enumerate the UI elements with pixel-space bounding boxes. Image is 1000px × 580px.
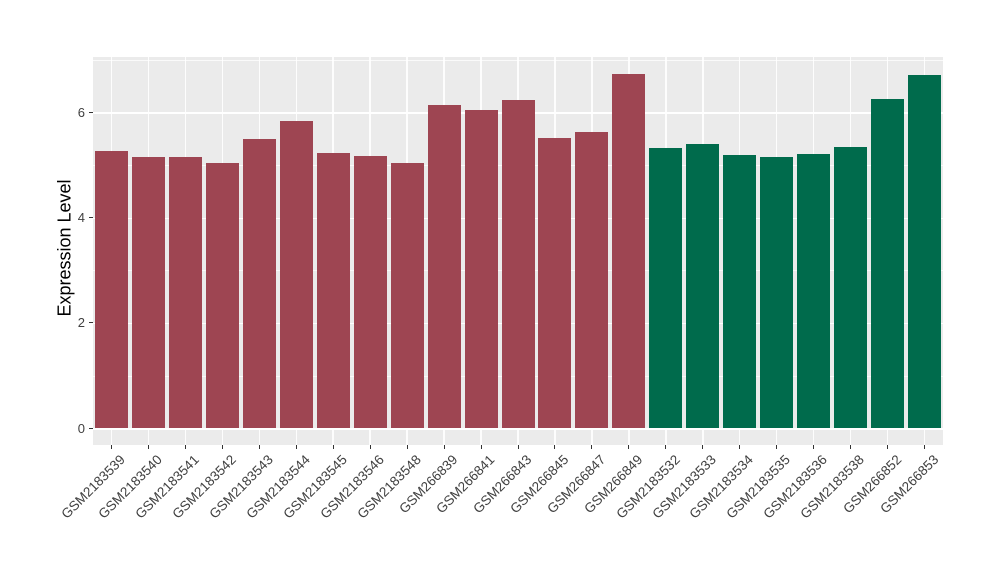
x-tick-mark xyxy=(850,445,852,449)
x-tick-mark xyxy=(258,445,260,449)
x-tick-mark xyxy=(443,445,445,449)
x-tick-mark xyxy=(517,445,519,449)
y-tick-label: 6 xyxy=(77,104,85,120)
bar-GSM266847 xyxy=(575,131,609,429)
x-tick-mark xyxy=(739,445,741,449)
bar-GSM2183544 xyxy=(279,120,313,429)
bar-GSM2183539 xyxy=(94,150,128,429)
x-tick-mark xyxy=(480,445,482,449)
plot-panel xyxy=(93,57,943,445)
bar-GSM2183542 xyxy=(205,163,239,429)
bar-GSM2183543 xyxy=(242,139,276,429)
x-tick-mark xyxy=(776,445,778,449)
y-tick-mark xyxy=(89,427,93,429)
bar-GSM2183541 xyxy=(168,156,202,429)
x-tick-mark xyxy=(332,445,334,449)
bar-GSM2183545 xyxy=(316,153,350,429)
y-tick-label: 2 xyxy=(77,315,85,331)
bar-GSM2183548 xyxy=(390,162,424,429)
x-tick-mark xyxy=(665,445,667,449)
bar-GSM2183538 xyxy=(834,147,868,429)
x-tick-mark xyxy=(110,445,112,449)
bar-GSM2183536 xyxy=(797,153,831,429)
bar-GSM266849 xyxy=(612,74,646,429)
bar-GSM266845 xyxy=(538,137,572,429)
x-tick-mark xyxy=(702,445,704,449)
bar-GSM266841 xyxy=(464,110,498,429)
x-tick-mark xyxy=(887,445,889,449)
x-tick-mark xyxy=(369,445,371,449)
bar-GSM2183540 xyxy=(131,157,165,429)
x-tick-mark xyxy=(554,445,556,449)
x-tick-mark xyxy=(924,445,926,449)
bar-GSM2183534 xyxy=(723,155,757,429)
x-tick-mark xyxy=(591,445,593,449)
bar-GSM2183535 xyxy=(760,157,794,429)
x-tick-mark xyxy=(406,445,408,449)
y-axis-title: Expression Level xyxy=(54,179,75,317)
x-tick-mark xyxy=(147,445,149,449)
x-tick-mark xyxy=(813,445,815,449)
bar-GSM266852 xyxy=(871,98,905,429)
x-tick-mark xyxy=(221,445,223,449)
bar-GSM2183546 xyxy=(353,155,387,429)
x-tick-mark xyxy=(184,445,186,449)
y-tick-mark xyxy=(89,111,93,113)
bar-GSM2183532 xyxy=(649,148,683,429)
y-tick-mark xyxy=(89,217,93,219)
bar-GSM266839 xyxy=(427,105,461,429)
y-tick-mark xyxy=(89,322,93,324)
x-tick-mark xyxy=(295,445,297,449)
y-tick-label: 4 xyxy=(77,210,85,226)
bar-GSM2183533 xyxy=(686,143,720,429)
bar-GSM266853 xyxy=(908,75,942,429)
y-tick-label: 0 xyxy=(77,420,85,436)
x-tick-mark xyxy=(628,445,630,449)
bar-GSM266843 xyxy=(501,100,535,429)
